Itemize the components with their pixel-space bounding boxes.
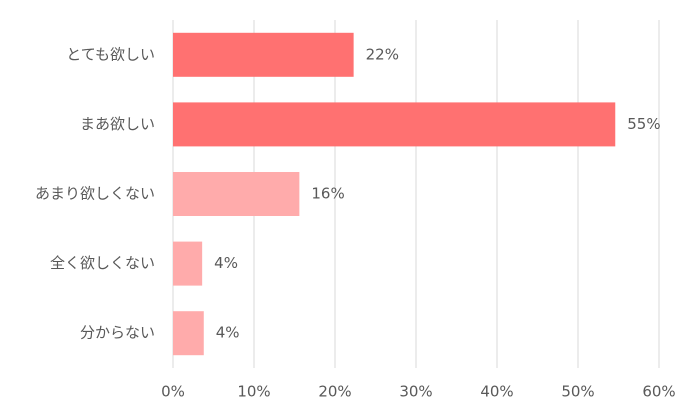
data-label: 4% xyxy=(214,254,238,272)
y-tick-label: まあ欲しい xyxy=(80,115,155,133)
bar xyxy=(173,241,203,286)
x-tick-label: 0% xyxy=(161,383,185,401)
x-tick-label: 30% xyxy=(399,383,432,401)
data-label: 16% xyxy=(311,185,344,203)
y-tick-label: 全く欲しくない xyxy=(50,254,155,272)
data-label: 4% xyxy=(216,324,240,342)
x-tick-label: 10% xyxy=(237,383,270,401)
x-tick-label: 60% xyxy=(642,383,675,401)
x-tick-label: 50% xyxy=(561,383,594,401)
data-label: 55% xyxy=(627,115,660,133)
x-tick-label: 40% xyxy=(480,383,513,401)
y-tick-label: あまり欲しくない xyxy=(35,185,155,203)
bar xyxy=(173,32,354,77)
bar xyxy=(173,172,300,216)
y-tick-label: 分からない xyxy=(80,324,155,342)
data-label: 22% xyxy=(366,45,399,63)
x-tick-label: 20% xyxy=(318,383,351,401)
y-tick-label: とても欲しい xyxy=(66,45,155,63)
bar xyxy=(173,311,204,356)
bar xyxy=(173,102,616,147)
